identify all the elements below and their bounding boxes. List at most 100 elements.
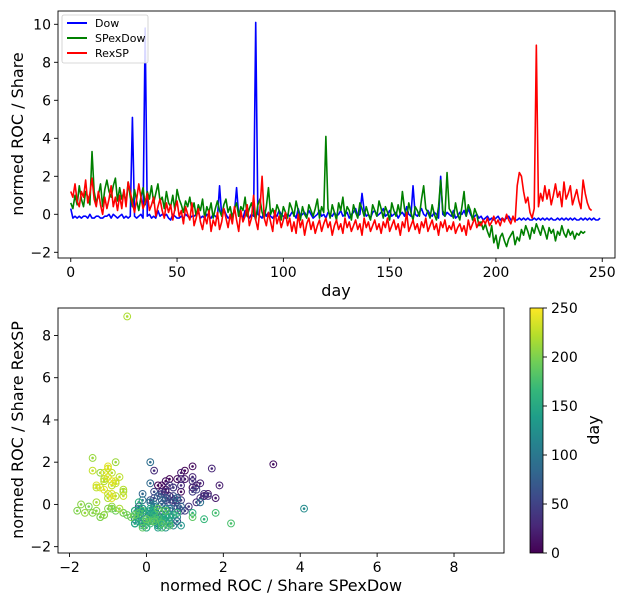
colorbar-tick-label: 50 <box>551 497 569 513</box>
scatter-point-ring <box>269 460 278 469</box>
x-tick-label: 0 <box>66 265 75 281</box>
scatter-point-ring <box>100 468 109 477</box>
y-tick-label: 4 <box>42 131 51 147</box>
scatter-point <box>202 517 206 521</box>
scatter-point-ring <box>188 513 197 521</box>
legend-box <box>61 14 149 64</box>
scatter-point-ring <box>123 511 132 519</box>
scatter-point <box>118 475 121 479</box>
scatter-point-ring <box>169 483 178 492</box>
x-tick-label: 2 <box>219 560 228 576</box>
scatter-point <box>179 471 183 475</box>
scatter-point <box>152 469 156 472</box>
scatter-point-ring <box>150 517 159 526</box>
y-tick-label: 8 <box>42 328 51 344</box>
colorbar: 0 50 100 150 200 250 day <box>529 301 603 562</box>
scatter-point <box>118 507 121 510</box>
scatter-point-ring <box>130 519 139 528</box>
scatter-point <box>106 467 110 470</box>
colorbar-ticks: 0 50 100 150 200 250 <box>543 301 578 562</box>
scatter-point-ring <box>204 492 212 500</box>
scatter-point <box>152 520 156 523</box>
scatter-point <box>179 505 183 508</box>
scatter-point <box>122 511 125 515</box>
scatter-point <box>198 482 202 485</box>
colorbar-tick-label: 250 <box>551 301 578 317</box>
scatter-point <box>110 479 114 483</box>
scatter-point <box>179 490 183 494</box>
scatter-point <box>214 496 217 500</box>
scatter-point-ring <box>150 487 159 496</box>
colorbar-label: day <box>584 415 603 444</box>
scatter-point <box>191 465 194 468</box>
scatter-point <box>179 524 183 527</box>
scatter-point-ring <box>157 519 166 528</box>
x-tick-label: 0 <box>142 560 151 576</box>
scatter-point <box>87 505 91 508</box>
scatter-point <box>198 501 202 504</box>
x-tick-label: −2 <box>59 560 80 576</box>
scatter-point <box>156 515 160 519</box>
scatter-point-ring <box>154 513 162 521</box>
scatter-point-ring <box>107 468 116 477</box>
scatter-point-ring <box>146 479 155 488</box>
x-tick-label: 50 <box>168 265 186 281</box>
scatter-point-ring <box>188 462 197 471</box>
scatter-chart: −2 0 2 4 6 8 −2 0 2 4 6 8 normed ROC / Share SPexD… <box>8 307 505 595</box>
scatter-point-ring <box>123 312 132 321</box>
scatter-point-ring <box>127 513 135 521</box>
scatter-point-ring <box>119 508 128 517</box>
scatter-point <box>302 507 306 510</box>
scatter-point <box>148 498 152 502</box>
scatter-point <box>95 501 98 504</box>
scatter-point-ring <box>92 498 101 507</box>
scatter-point-ring <box>157 496 166 505</box>
scatter-point-ring <box>73 506 82 515</box>
x-tick-label: 8 <box>450 560 459 576</box>
scatter-point <box>122 488 125 491</box>
scatter-point <box>179 484 183 487</box>
scatter-point-ring <box>92 506 101 515</box>
scatter-point <box>122 494 125 498</box>
scatter-points-group <box>73 312 308 532</box>
scatter-point <box>148 482 152 485</box>
scatter-point-ring <box>161 477 170 486</box>
legend-label-spexdow: SPexDow <box>95 32 146 45</box>
scatter-point <box>164 479 167 483</box>
scatter-point-ring <box>134 508 143 517</box>
scatter-point-ring <box>100 511 109 519</box>
y-tick-label: −2 <box>30 540 51 556</box>
scatter-point-ring <box>227 519 235 528</box>
scatter-point <box>156 507 160 510</box>
x-tick-label: 250 <box>589 265 616 281</box>
scatter-point-ring <box>104 473 112 481</box>
scatter-point <box>137 501 141 504</box>
scatter-point <box>141 492 144 496</box>
scatter-y-axis-label: normed ROC / Share RexSP <box>8 321 27 539</box>
scatter-point-ring <box>173 494 182 502</box>
scatter-point-ring <box>77 500 85 509</box>
y-tick-label: −2 <box>30 245 51 261</box>
scatter-point-ring <box>165 481 174 490</box>
scatter-point-ring <box>119 492 128 500</box>
scatter-point <box>106 475 110 479</box>
scatter-point <box>102 471 106 475</box>
scatter-y-ticks: −2 0 2 4 6 8 <box>30 328 58 556</box>
series-line-spexdow <box>70 135 586 250</box>
y-tick-label: 0 <box>42 207 51 223</box>
scatter-point <box>110 505 114 508</box>
x-tick-label: 4 <box>296 560 305 576</box>
scatter-point-ring <box>96 513 105 521</box>
scatter-point-ring <box>196 479 205 488</box>
scatter-point-ring <box>104 504 112 513</box>
scatter-x-axis-label: normed ROC / Share SPexDow <box>160 576 402 595</box>
scatter-x-ticks: −2 0 2 4 6 8 <box>59 553 458 576</box>
line-x-axis-label: day <box>321 281 350 300</box>
scatter-point-ring <box>177 502 185 511</box>
scatter-point <box>141 526 144 529</box>
scatter-point <box>95 509 98 513</box>
scatter-point-ring <box>300 504 308 513</box>
scatter-point-ring <box>215 481 224 490</box>
scatter-point <box>160 520 164 523</box>
scatter-point-ring <box>81 508 89 517</box>
